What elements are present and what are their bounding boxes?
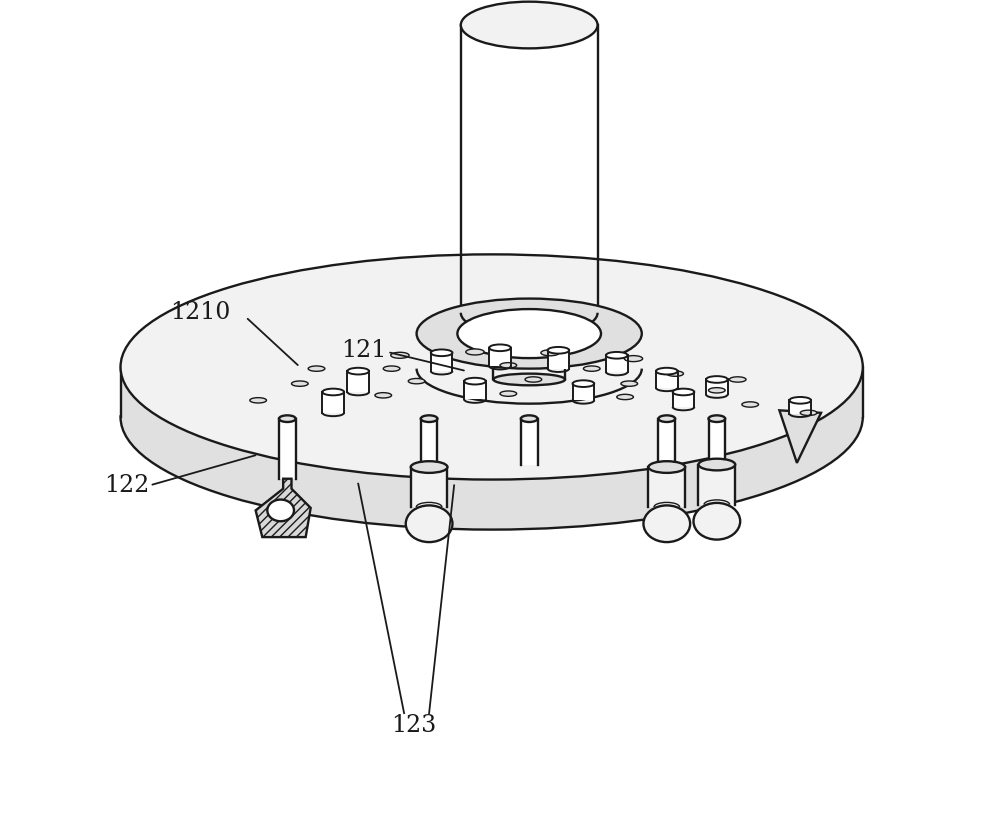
Polygon shape	[521, 419, 538, 465]
Ellipse shape	[375, 393, 392, 398]
Ellipse shape	[292, 381, 308, 386]
Polygon shape	[658, 419, 675, 467]
Ellipse shape	[541, 349, 559, 356]
Polygon shape	[779, 410, 821, 463]
Ellipse shape	[279, 415, 296, 422]
Polygon shape	[417, 334, 642, 369]
Polygon shape	[648, 467, 685, 507]
Ellipse shape	[525, 377, 542, 382]
Polygon shape	[464, 381, 486, 399]
Text: 121: 121	[342, 339, 387, 362]
Ellipse shape	[606, 352, 628, 359]
Text: 122: 122	[104, 474, 149, 497]
Ellipse shape	[673, 389, 694, 395]
Polygon shape	[322, 392, 344, 413]
Polygon shape	[411, 467, 447, 507]
Ellipse shape	[667, 371, 683, 376]
Ellipse shape	[656, 368, 678, 374]
Polygon shape	[421, 419, 437, 467]
Ellipse shape	[250, 398, 266, 403]
Ellipse shape	[322, 389, 344, 395]
Ellipse shape	[121, 254, 863, 480]
Polygon shape	[431, 353, 452, 371]
Ellipse shape	[383, 366, 400, 371]
Ellipse shape	[493, 374, 565, 385]
Polygon shape	[789, 400, 811, 414]
Polygon shape	[256, 479, 311, 537]
Polygon shape	[121, 367, 863, 530]
Ellipse shape	[308, 366, 325, 371]
Polygon shape	[461, 25, 598, 313]
Ellipse shape	[267, 500, 294, 521]
Ellipse shape	[706, 376, 728, 383]
Polygon shape	[606, 355, 628, 372]
Ellipse shape	[461, 2, 598, 48]
Ellipse shape	[500, 391, 517, 396]
Polygon shape	[708, 419, 725, 465]
Ellipse shape	[617, 394, 633, 399]
Ellipse shape	[573, 380, 594, 387]
Ellipse shape	[500, 363, 517, 368]
Ellipse shape	[624, 355, 643, 362]
Ellipse shape	[742, 402, 759, 407]
Ellipse shape	[583, 366, 600, 371]
Polygon shape	[493, 369, 565, 379]
Polygon shape	[279, 419, 296, 479]
Ellipse shape	[621, 381, 638, 386]
Ellipse shape	[708, 388, 725, 393]
Ellipse shape	[648, 461, 685, 473]
Ellipse shape	[457, 309, 601, 358]
Ellipse shape	[521, 415, 538, 422]
Ellipse shape	[789, 397, 811, 404]
Ellipse shape	[800, 410, 817, 415]
Polygon shape	[347, 371, 369, 392]
Ellipse shape	[417, 299, 642, 369]
Ellipse shape	[729, 377, 746, 382]
Ellipse shape	[464, 378, 486, 384]
Polygon shape	[656, 371, 678, 388]
Ellipse shape	[489, 344, 511, 351]
Ellipse shape	[708, 415, 725, 422]
Ellipse shape	[466, 349, 484, 355]
Ellipse shape	[698, 459, 735, 470]
Ellipse shape	[658, 415, 675, 422]
Text: 1210: 1210	[171, 300, 231, 324]
Polygon shape	[573, 384, 594, 400]
Ellipse shape	[693, 503, 740, 540]
Polygon shape	[673, 392, 694, 407]
Ellipse shape	[643, 505, 690, 542]
Ellipse shape	[421, 415, 437, 422]
Ellipse shape	[347, 368, 369, 374]
Polygon shape	[706, 379, 728, 394]
Polygon shape	[489, 348, 511, 366]
Ellipse shape	[411, 461, 447, 473]
Ellipse shape	[431, 349, 452, 356]
Text: 123: 123	[392, 714, 437, 737]
Ellipse shape	[548, 347, 569, 354]
Ellipse shape	[391, 352, 409, 359]
Polygon shape	[698, 465, 735, 505]
Ellipse shape	[406, 505, 452, 542]
Ellipse shape	[408, 379, 425, 384]
Polygon shape	[548, 350, 569, 369]
